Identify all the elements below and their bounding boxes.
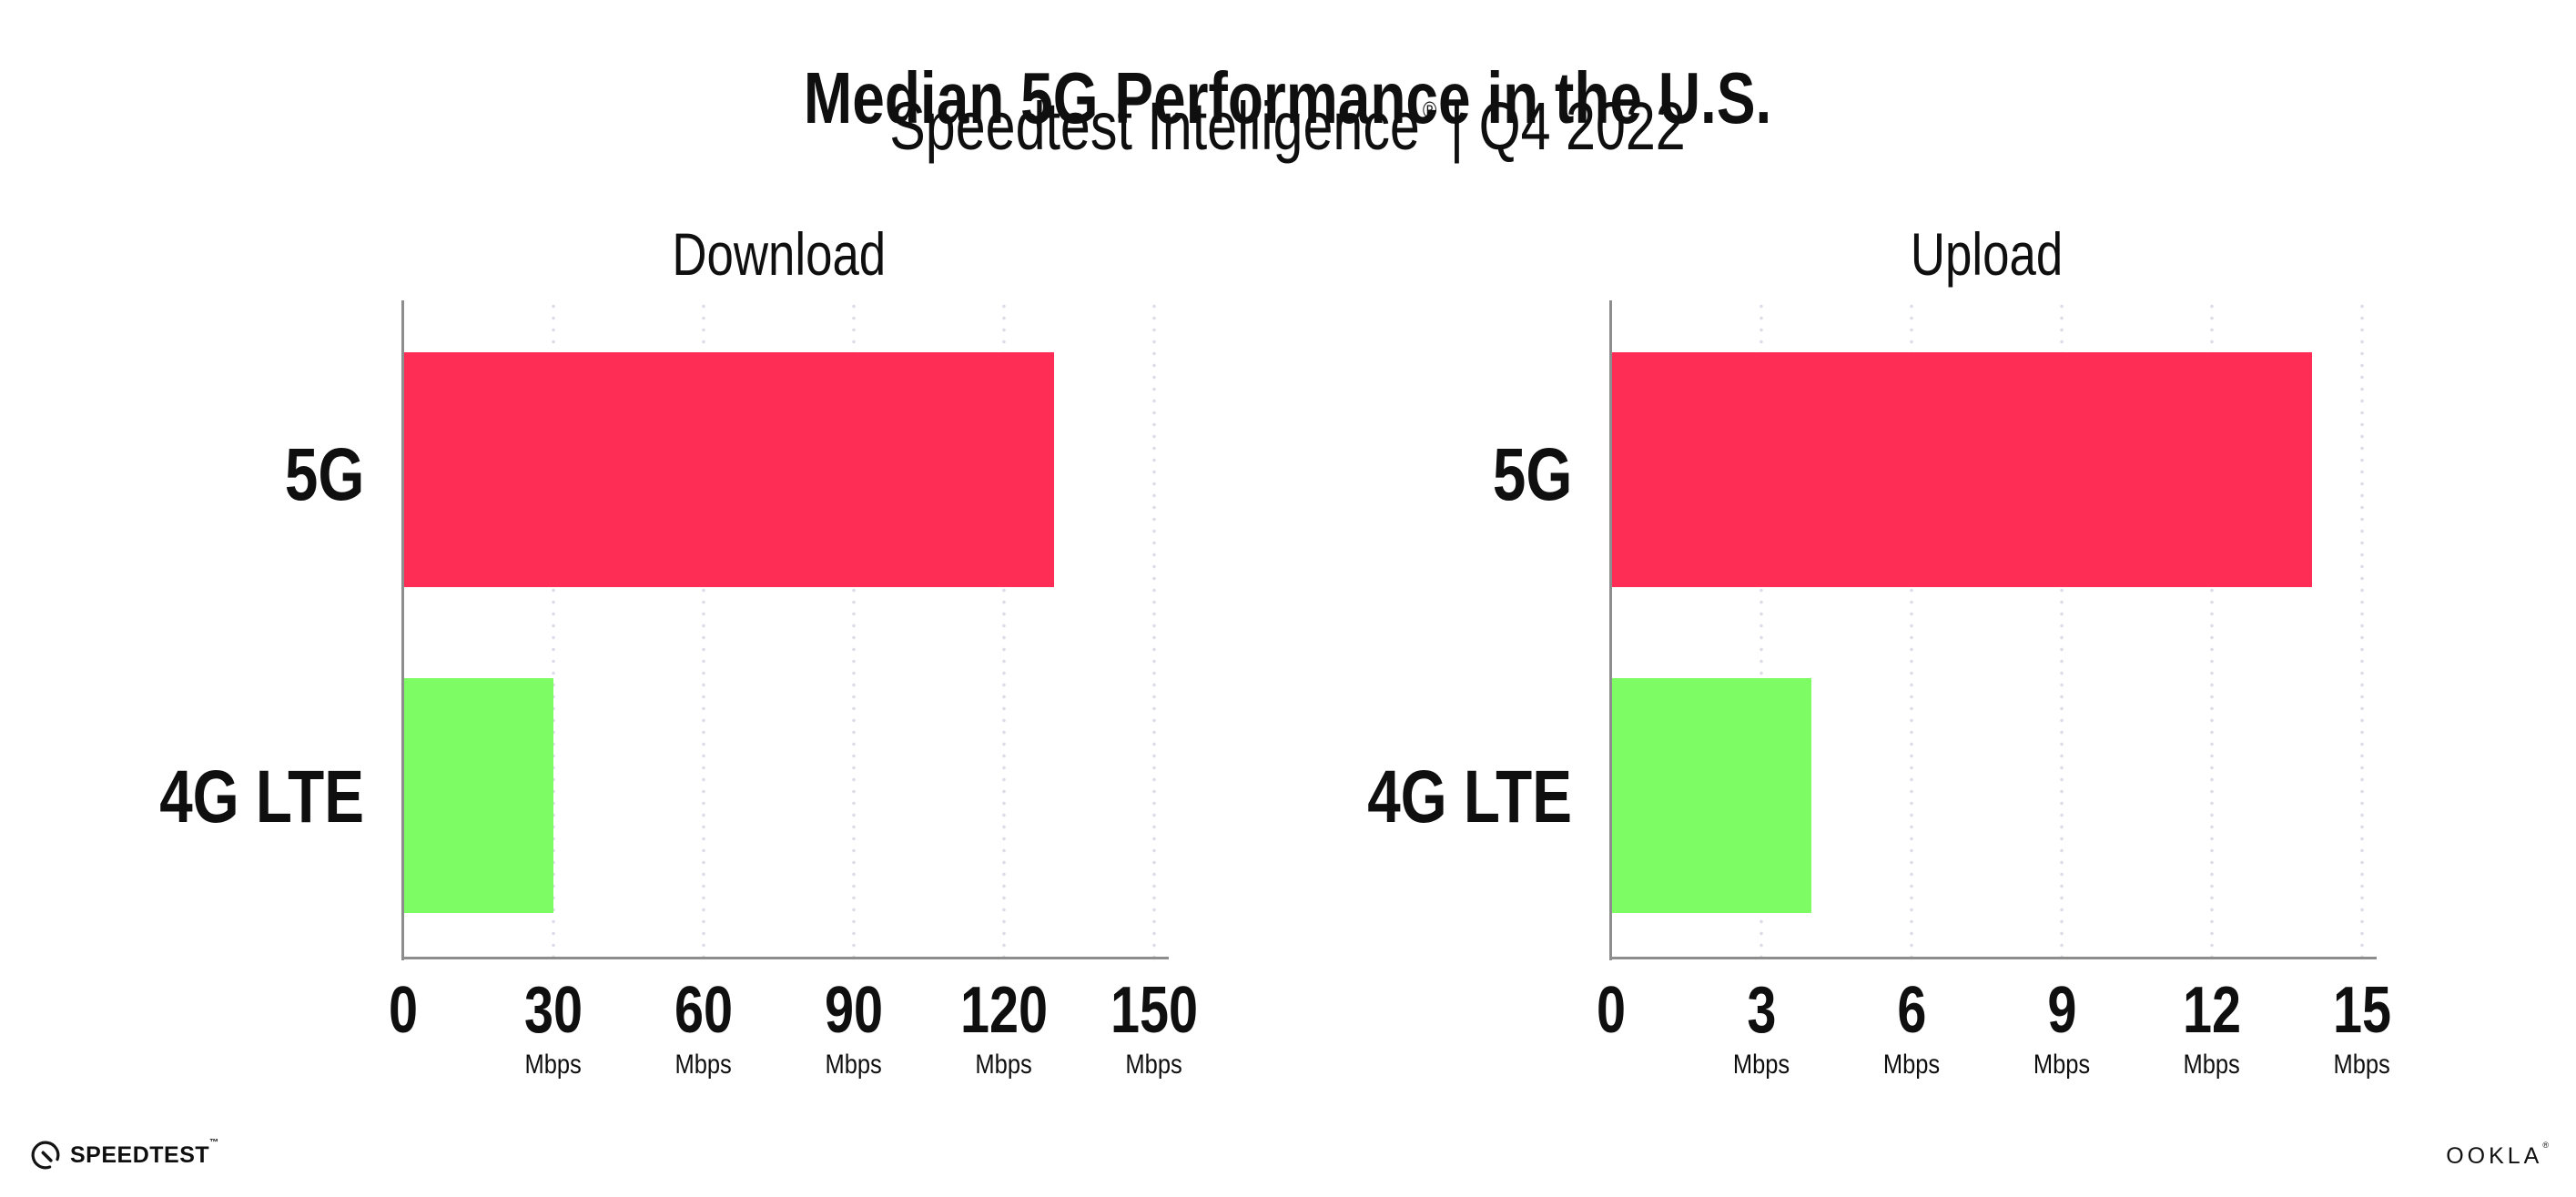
bar-5g-download	[403, 352, 1054, 587]
bar-4g-lte-upload	[1611, 678, 1811, 913]
gridline	[702, 300, 705, 959]
tick-group: 150 Mbps	[1100, 978, 1209, 1079]
category-label-5g: 5G	[284, 433, 364, 516]
tick-group: 0	[1593, 978, 1629, 1079]
tick-label: 3	[1746, 974, 1777, 1047]
tick-group: 6 Mbps	[1878, 978, 1944, 1079]
tick-group: 3 Mbps	[1728, 978, 1794, 1079]
page-subtitle: Speedtest Intelligence ® | Q4 2022	[0, 93, 2576, 160]
gridline	[1910, 300, 1913, 959]
tick-label: 0	[1596, 974, 1627, 1047]
tick-unit	[1593, 1051, 1629, 1079]
tick-unit: Mbps	[2183, 1050, 2241, 1080]
tick-group: 9 Mbps	[2028, 978, 2094, 1079]
tick-group: 12 Mbps	[2175, 978, 2248, 1079]
gridline	[2210, 300, 2214, 959]
tick-unit: Mbps	[674, 1050, 733, 1080]
upload-chart-title-text: Upload	[1910, 220, 2064, 288]
tick-unit: Mbps	[2033, 1050, 2091, 1080]
tick-group: 60 Mbps	[667, 978, 740, 1079]
registered-mark: ®	[1423, 96, 1437, 124]
download-chart-title-text: Download	[672, 220, 886, 288]
tick-group: 30 Mbps	[517, 978, 590, 1079]
tick-unit: Mbps	[1732, 1050, 1790, 1080]
tick-label: 9	[2046, 974, 2077, 1047]
speedtest-gauge-icon	[30, 1140, 61, 1171]
tick-label: 12	[2182, 974, 2242, 1047]
tick-group: 15 Mbps	[2326, 978, 2399, 1079]
page-title-text: Median 5G Performance in the U.S.	[804, 56, 1772, 138]
x-axis	[1609, 957, 2377, 959]
subtitle-period: | Q4 2022	[1450, 88, 1687, 164]
upload-chart-title: Upload	[1611, 224, 2362, 284]
category-label-4g-lte: 4G LTE	[159, 756, 364, 838]
y-axis	[1609, 300, 1612, 960]
tick-unit	[385, 1051, 421, 1079]
tick-unit: Mbps	[524, 1050, 583, 1080]
tick-group: 90 Mbps	[817, 978, 890, 1079]
y-axis	[401, 300, 404, 960]
trademark-mark: ™	[209, 1137, 219, 1148]
tick-label: 90	[824, 974, 884, 1047]
subtitle-brand: Speedtest Intelligence	[889, 88, 1421, 164]
bar-4g-lte-download	[403, 678, 553, 913]
tick-label: 60	[674, 974, 734, 1047]
category-label-5g: 5G	[1492, 433, 1572, 516]
tick-label: 150	[1110, 974, 1199, 1047]
ookla-wordmark: OOKLA	[2446, 1143, 2543, 1169]
tick-group: 120 Mbps	[949, 978, 1059, 1079]
gridline	[1152, 300, 1156, 959]
gridline	[1002, 300, 1006, 959]
tick-unit: Mbps	[975, 1050, 1033, 1080]
subtitle-inner: Speedtest Intelligence ® | Q4 2022	[890, 93, 1686, 160]
page-title: Median 5G Performance in the U.S.	[0, 56, 2576, 138]
x-axis	[401, 957, 1169, 959]
gridline	[2360, 300, 2364, 959]
tick-unit: Mbps	[825, 1050, 883, 1080]
download-plot-area	[401, 300, 1169, 960]
speedtest-wordmark: SPEEDTEST™	[70, 1137, 219, 1168]
ookla-logo: OOKLA®	[2446, 1141, 2549, 1169]
speedtest-logo: SPEEDTEST™	[30, 1137, 219, 1171]
tick-label: 120	[959, 974, 1049, 1047]
download-chart-title: Download	[403, 224, 1154, 284]
download-chart: Download 5G 4G LTE 0 30 Mbps 60 Mbps 90 …	[159, 0, 1198, 1197]
tick-label: 0	[388, 974, 419, 1047]
tick-unit: Mbps	[2333, 1050, 2391, 1080]
tick-label: 15	[2332, 974, 2392, 1047]
category-label-4g-lte: 4G LTE	[1367, 756, 1572, 838]
gridline	[852, 300, 856, 959]
tick-label: 30	[523, 974, 583, 1047]
tick-unit: Mbps	[1125, 1050, 1183, 1080]
tick-group: 0	[385, 978, 421, 1079]
upload-plot-area	[1609, 300, 2377, 960]
gridline	[552, 300, 555, 959]
tick-unit: Mbps	[1882, 1050, 1941, 1080]
gridline	[2060, 300, 2064, 959]
gridline	[1760, 300, 1763, 959]
registered-mark: ®	[2542, 1141, 2549, 1150]
tick-label: 6	[1896, 974, 1927, 1047]
upload-chart: Upload 5G 4G LTE 0 3 Mbps 6 Mbps 9 Mbps …	[1367, 0, 2391, 1197]
bar-5g-upload	[1611, 352, 2312, 587]
